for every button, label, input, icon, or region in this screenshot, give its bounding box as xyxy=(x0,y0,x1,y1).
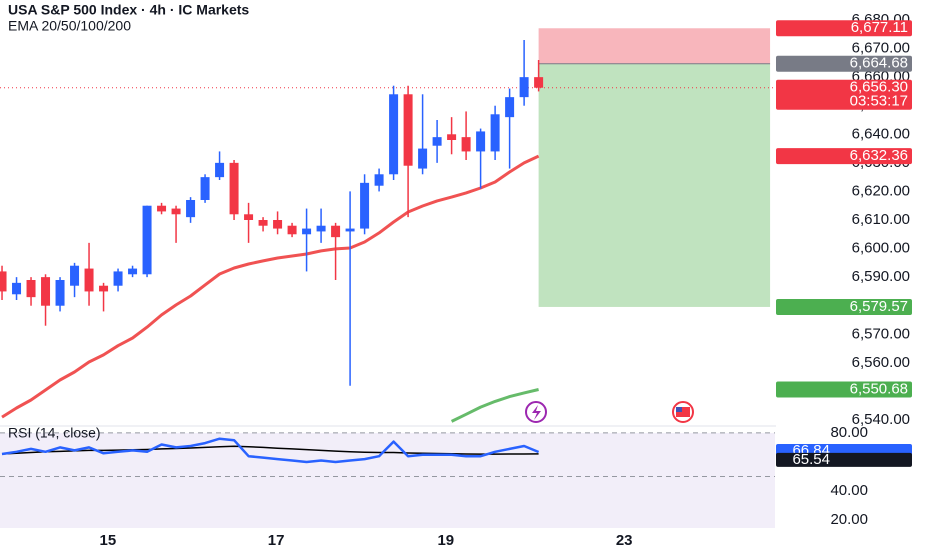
candle-body xyxy=(84,268,94,292)
price-label: 6,632.36 xyxy=(850,147,908,164)
candle-body xyxy=(55,280,65,306)
candle-body xyxy=(316,225,326,232)
y-tick-label: 6,570.00 xyxy=(852,325,910,342)
chart-title: USA S&P 500 Index · 4h · IC Markets xyxy=(8,2,249,18)
x-tick-label: 19 xyxy=(437,532,454,549)
price-label-box xyxy=(776,79,912,110)
y-tick-label: 6,670.00 xyxy=(852,40,910,57)
stop-zone xyxy=(538,28,771,64)
candle-body xyxy=(360,182,370,229)
candle-body xyxy=(461,137,471,152)
y-tick-label: 6,540.00 xyxy=(852,411,910,428)
candle-body xyxy=(345,228,355,232)
price-label: 6,579.57 xyxy=(850,298,908,315)
candle-body xyxy=(186,200,196,218)
candle-body xyxy=(12,282,22,295)
x-tick-label: 15 xyxy=(100,532,117,549)
candle-body xyxy=(447,134,457,140)
candle-body xyxy=(229,162,239,215)
candle-body xyxy=(505,97,515,118)
price-label: 6,550.68 xyxy=(850,380,908,397)
y-tick-label: 6,590.00 xyxy=(852,268,910,285)
candle-body xyxy=(302,228,312,235)
candle-body xyxy=(476,131,486,152)
lightning-icon xyxy=(532,405,541,420)
main-pane xyxy=(0,28,775,423)
candle-body xyxy=(171,208,181,215)
price-label-box xyxy=(776,55,912,72)
ema-line xyxy=(1,154,540,419)
price-label: 6,677.11 xyxy=(851,19,908,36)
candle-body xyxy=(403,94,413,166)
candle-body xyxy=(0,271,7,292)
rsi-tick-label: 40.00 xyxy=(830,482,868,499)
candle-body xyxy=(113,271,123,286)
rsi-title: RSI (14, close) xyxy=(8,425,101,441)
flag-canton xyxy=(676,407,682,412)
candle-body xyxy=(374,174,384,186)
candle-body xyxy=(99,285,109,292)
candle-body xyxy=(41,277,51,306)
candle-body xyxy=(534,77,544,88)
flag xyxy=(676,407,690,417)
price-label-box xyxy=(776,148,912,165)
candle-body xyxy=(200,177,210,200)
candle-body xyxy=(519,77,529,98)
x-tick-label: 23 xyxy=(616,532,633,549)
candle-body xyxy=(418,148,428,169)
price-label-box xyxy=(776,20,912,37)
candle-body xyxy=(26,280,36,298)
candle-body xyxy=(70,265,80,286)
candle-body xyxy=(389,94,399,175)
candle-body xyxy=(215,162,225,178)
rsi-label-box xyxy=(776,452,912,467)
candle-body xyxy=(287,225,297,235)
x-tick-label: 17 xyxy=(268,532,285,549)
y-tick-label: 6,610.00 xyxy=(852,211,910,228)
subtitle: EMA 20/50/100/200 xyxy=(8,18,131,34)
rsi-label: 65.54 xyxy=(792,451,830,468)
candle-body xyxy=(273,220,283,229)
candle-body xyxy=(128,268,138,275)
candle-body xyxy=(244,214,254,220)
y-tick-label: 6,620.00 xyxy=(852,182,910,199)
ema-line xyxy=(450,388,539,423)
candle-body xyxy=(490,114,500,152)
price-label-box xyxy=(776,381,912,398)
rsi-tick-label: 20.00 xyxy=(830,511,868,528)
y-tick-label: 6,560.00 xyxy=(852,354,910,371)
price-label: 6,656.30 xyxy=(850,79,908,96)
rsi-tick-label: 80.00 xyxy=(830,424,868,441)
candle-body xyxy=(432,137,442,146)
candle-body xyxy=(331,225,341,238)
y-tick-label: 6,640.00 xyxy=(852,125,910,142)
candle-body xyxy=(258,220,268,226)
rsi-line xyxy=(1,437,540,464)
candle-body xyxy=(142,205,152,275)
target-zone xyxy=(538,63,771,307)
price-label: 6,664.68 xyxy=(850,55,908,72)
candle-body xyxy=(157,205,167,212)
price-label-box xyxy=(776,298,912,315)
countdown-label: 03:53:17 xyxy=(850,93,908,110)
y-tick-label: 6,600.00 xyxy=(852,240,910,257)
